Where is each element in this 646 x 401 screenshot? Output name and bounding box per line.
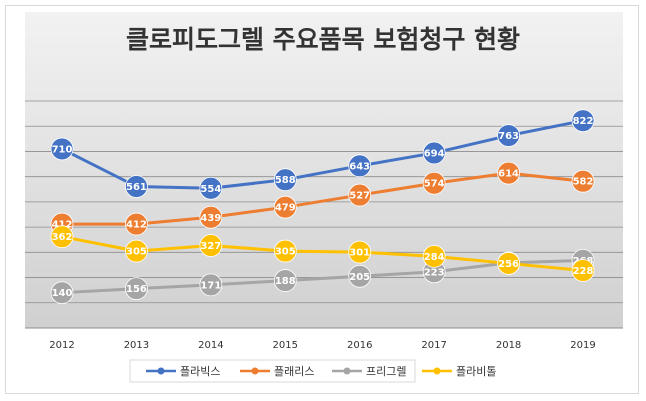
data-label: 527 bbox=[349, 191, 370, 202]
x-tick-label: 2012 bbox=[49, 340, 74, 351]
data-point bbox=[273, 239, 297, 263]
data-label: 614 bbox=[498, 169, 519, 180]
legend-label: 플래리스 bbox=[274, 365, 314, 378]
data-point bbox=[571, 259, 595, 282]
data-label: 228 bbox=[573, 266, 594, 277]
x-tick-label: 2014 bbox=[198, 340, 223, 351]
x-tick-label: 2018 bbox=[496, 340, 521, 351]
data-label: 554 bbox=[200, 184, 221, 195]
legend-label: 플라빅스 bbox=[180, 365, 220, 378]
series: 362 305 327 305 301 284 256 228 bbox=[50, 225, 595, 282]
legend: 플라빅스 플래리스 프리그렐 플라비톨 bbox=[129, 359, 496, 383]
data-point bbox=[497, 252, 520, 275]
legend-label: 플라비톨 bbox=[456, 365, 496, 378]
plot-area-background bbox=[25, 12, 623, 328]
data-point bbox=[125, 277, 148, 301]
data-label: 205 bbox=[349, 272, 370, 283]
series: 412 412 439 479 527 574 614 582 bbox=[50, 161, 595, 236]
data-point bbox=[273, 269, 297, 292]
x-tick-label: 2013 bbox=[124, 340, 149, 351]
legend-marker bbox=[433, 367, 441, 375]
data-label: 763 bbox=[498, 131, 519, 142]
data-label: 574 bbox=[424, 179, 445, 190]
legend-item: 플라빅스 bbox=[146, 365, 220, 378]
data-label: 171 bbox=[200, 280, 221, 291]
data-label: 588 bbox=[275, 175, 296, 186]
data-point bbox=[422, 244, 446, 268]
data-label: 327 bbox=[200, 241, 221, 252]
data-point bbox=[199, 205, 223, 229]
data-label: 156 bbox=[126, 284, 147, 295]
data-point bbox=[571, 169, 595, 193]
legend-marker bbox=[343, 367, 351, 375]
data-label: 188 bbox=[275, 276, 296, 287]
data-point bbox=[125, 212, 148, 236]
x-tick-label: 2017 bbox=[421, 340, 446, 351]
legend-item: 플라비톨 bbox=[422, 365, 496, 378]
data-point bbox=[199, 234, 223, 257]
data-label: 412 bbox=[52, 220, 73, 231]
data-point bbox=[497, 161, 520, 185]
data-label: 439 bbox=[200, 213, 221, 224]
x-tick-label: 2016 bbox=[347, 340, 372, 351]
data-label: 479 bbox=[275, 203, 296, 214]
legend-item: 플래리스 bbox=[240, 365, 314, 378]
data-label: 256 bbox=[498, 259, 519, 270]
data-label: 305 bbox=[275, 247, 296, 258]
legend-box bbox=[129, 359, 416, 383]
legend-marker bbox=[251, 367, 259, 375]
data-point bbox=[50, 225, 74, 249]
legend-item: 프리그렐 bbox=[332, 365, 406, 378]
series-line bbox=[61, 258, 584, 295]
x-axis-ticks: 2012 2013 2014 2015 2016 2017 2018 2019 bbox=[49, 340, 595, 351]
data-point bbox=[199, 273, 223, 297]
data-point bbox=[422, 171, 446, 195]
legend-marker bbox=[157, 367, 165, 375]
data-label: 822 bbox=[573, 116, 594, 127]
data-label: 301 bbox=[349, 248, 370, 259]
data-point bbox=[348, 183, 372, 207]
data-point bbox=[199, 176, 223, 200]
data-label: 305 bbox=[126, 247, 147, 258]
data-label: 284 bbox=[424, 252, 445, 263]
data-point bbox=[273, 168, 297, 192]
data-point bbox=[422, 141, 446, 165]
chart-title: 클로피도그렐 주요품목 보험청구 현황 bbox=[126, 25, 520, 54]
data-label: 561 bbox=[126, 182, 147, 193]
series-line bbox=[61, 235, 584, 272]
data-label: 140 bbox=[52, 288, 73, 299]
data-label: 223 bbox=[424, 267, 445, 278]
data-point bbox=[348, 240, 372, 264]
gridlines bbox=[25, 100, 623, 329]
data-label: 582 bbox=[573, 177, 594, 188]
data-label: 694 bbox=[424, 148, 445, 159]
series-line bbox=[62, 171, 584, 226]
series: 710 561 554 588 643 694 763 822 bbox=[50, 109, 595, 200]
x-tick-label: 2015 bbox=[273, 340, 298, 351]
series-line bbox=[61, 119, 584, 190]
data-point bbox=[50, 281, 74, 305]
data-label: 362 bbox=[52, 232, 73, 243]
legend-label: 프리그렐 bbox=[366, 365, 406, 378]
data-point bbox=[348, 264, 372, 288]
data-point bbox=[497, 124, 520, 147]
data-label: 710 bbox=[52, 144, 73, 155]
data-label: 643 bbox=[349, 161, 370, 172]
series-layer: 710 561 554 588 643 694 763 822 412 412 439 479 527 5… bbox=[50, 109, 595, 305]
data-point bbox=[125, 175, 148, 198]
data-point bbox=[50, 137, 74, 161]
data-point bbox=[348, 154, 372, 178]
x-tick-label: 2019 bbox=[570, 340, 595, 351]
data-point bbox=[125, 239, 148, 263]
data-point bbox=[273, 195, 297, 219]
data-label: 412 bbox=[126, 220, 147, 231]
data-point bbox=[571, 109, 595, 133]
